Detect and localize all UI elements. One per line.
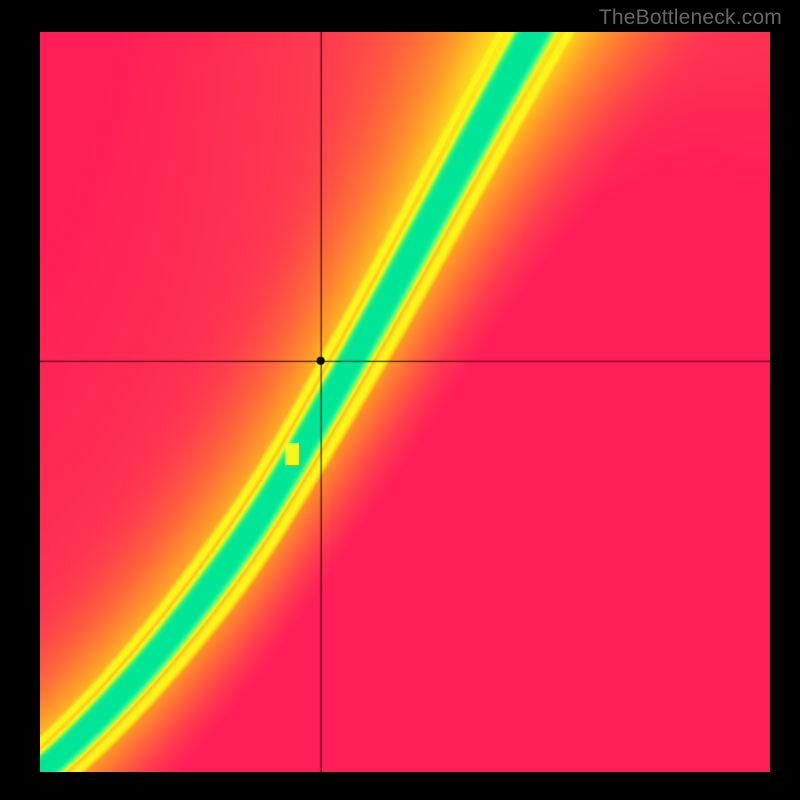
chart-container: TheBottleneck.com bbox=[0, 0, 800, 800]
bottleneck-heatmap bbox=[40, 32, 770, 772]
watermark-text: TheBottleneck.com bbox=[599, 6, 782, 30]
